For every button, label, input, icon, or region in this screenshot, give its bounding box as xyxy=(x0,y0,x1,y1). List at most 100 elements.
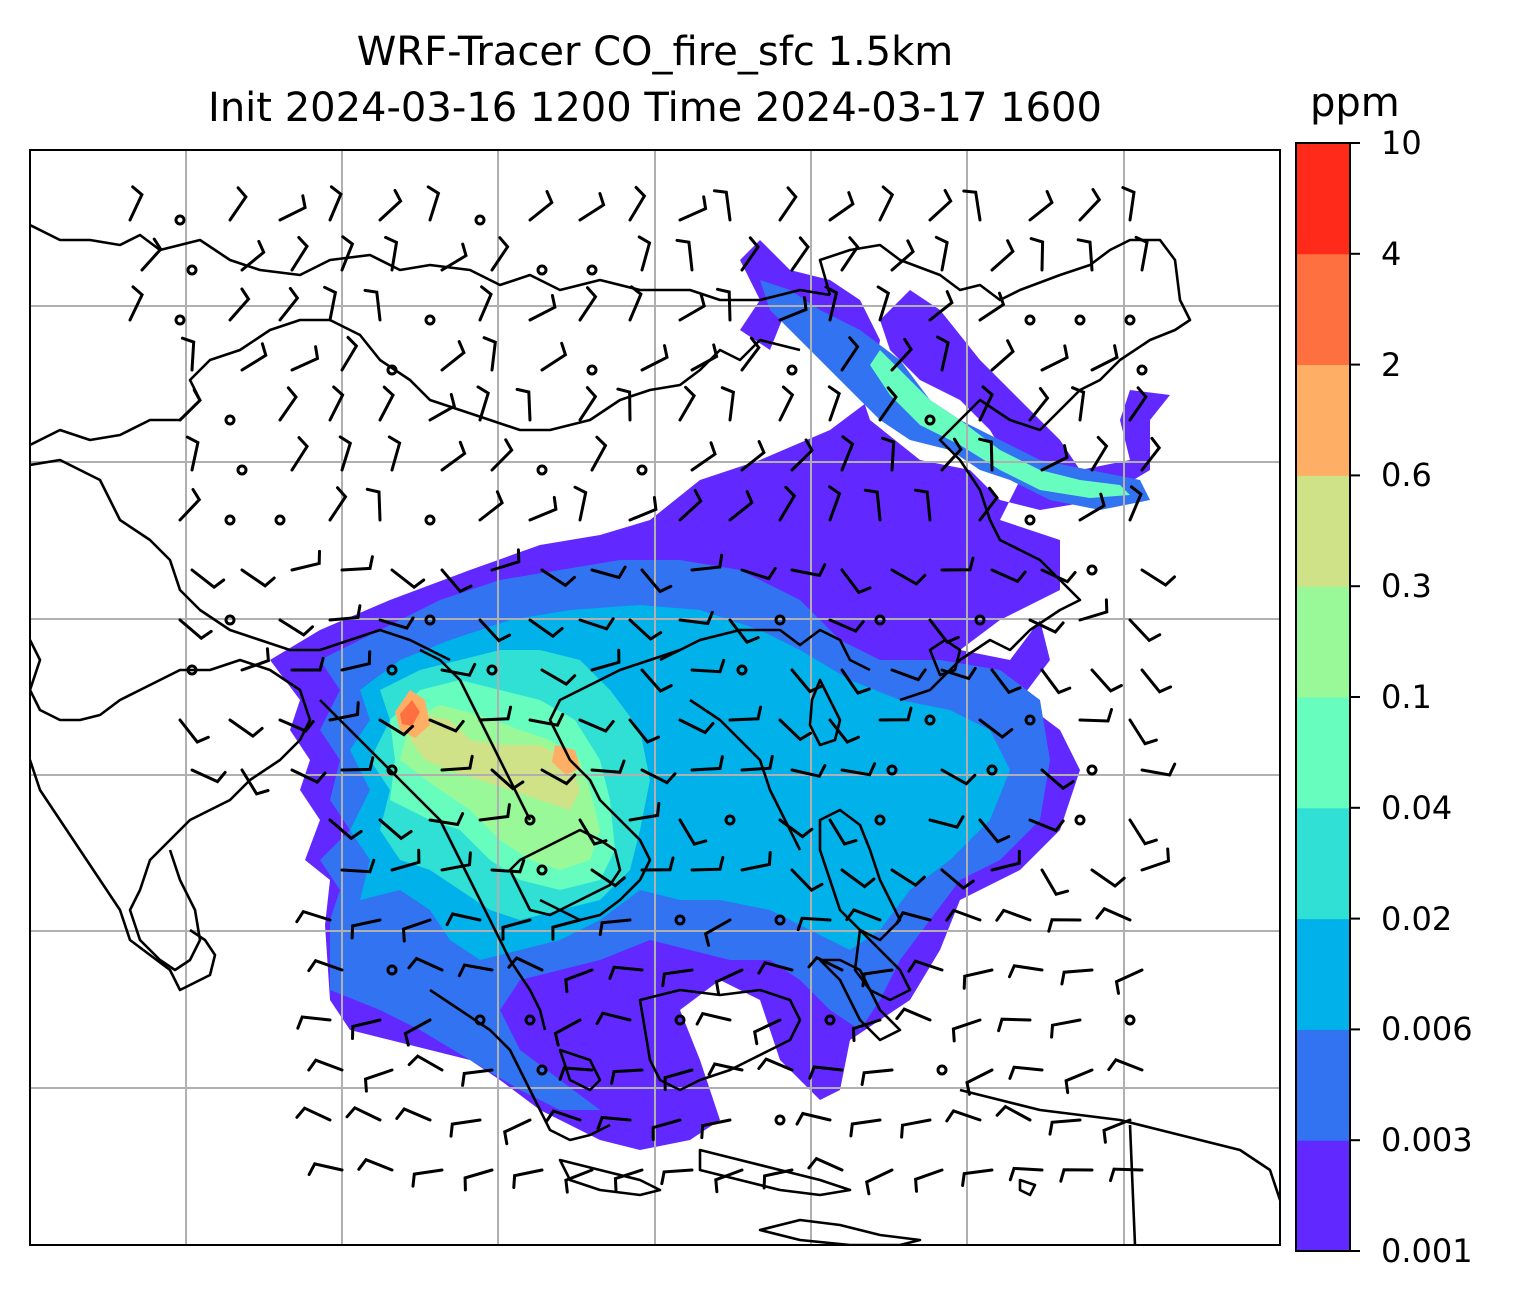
wind-barb xyxy=(990,239,1015,272)
wind-barb xyxy=(445,912,482,927)
wind-barb xyxy=(558,1066,594,1081)
wind-barb xyxy=(490,236,510,272)
wind-barb xyxy=(478,803,511,822)
wind-barb xyxy=(616,387,632,422)
wind-barb xyxy=(997,1017,1032,1033)
wind-barb xyxy=(728,490,754,522)
wind-barb xyxy=(482,336,497,372)
wind-barb xyxy=(1140,436,1162,472)
wind-barb xyxy=(501,918,532,941)
wind-barb xyxy=(395,1107,432,1122)
wind-barb xyxy=(1064,1068,1094,1095)
calm-wind-circle xyxy=(636,464,648,476)
wind-barb xyxy=(340,555,374,572)
calm-wind-circle xyxy=(386,364,398,376)
calm-wind-circle xyxy=(524,1014,536,1026)
wind-barb xyxy=(640,668,673,693)
colorbar-tick-label: 0.001 xyxy=(1381,1232,1473,1270)
wind-barb xyxy=(490,768,525,791)
wind-barb xyxy=(895,1007,932,1022)
wind-barb xyxy=(228,287,251,322)
calm-wind-circle xyxy=(674,1014,686,1026)
wind-barb xyxy=(378,818,413,841)
field-level-8 xyxy=(400,700,420,726)
calm-wind-circle xyxy=(1074,814,1086,826)
colorbar-swatch xyxy=(1296,475,1350,587)
wind-barb xyxy=(678,610,714,626)
wind-barb xyxy=(598,918,632,937)
wind-barb xyxy=(1128,386,1148,422)
wind-barb xyxy=(490,438,514,472)
wind-barb xyxy=(328,701,360,722)
wind-barb xyxy=(528,495,558,522)
calm-wind-circle xyxy=(274,514,286,526)
wind-barb xyxy=(440,754,474,772)
wind-barb xyxy=(578,286,598,322)
wind-barb xyxy=(1090,668,1123,693)
wind-barb xyxy=(128,185,144,222)
colorbar-swatch xyxy=(1296,918,1350,1030)
colorbar-swatch xyxy=(1296,364,1350,476)
wind-barb xyxy=(824,285,839,322)
wind-barb xyxy=(807,1156,844,1172)
wind-barb xyxy=(840,762,877,777)
co-concentration-field xyxy=(270,240,1170,1150)
wind-barb xyxy=(895,911,932,925)
wind-barb xyxy=(178,718,210,744)
colorbar xyxy=(1295,142,1360,1252)
wind-barb xyxy=(860,1068,894,1086)
wind-barb xyxy=(440,568,473,594)
wind-barb xyxy=(295,909,332,924)
wind-barb xyxy=(596,1115,632,1131)
wind-barb xyxy=(378,188,403,222)
wind-barb xyxy=(796,916,832,932)
wind-barb xyxy=(878,185,895,222)
wind-barb xyxy=(564,968,594,994)
calm-wind-circle xyxy=(824,1014,836,1026)
wind-barb xyxy=(945,908,982,922)
wind-barb xyxy=(290,436,309,472)
wind-barb xyxy=(876,285,891,322)
calm-wind-circle xyxy=(586,364,598,376)
wind-barb xyxy=(290,345,320,372)
wind-barb xyxy=(278,194,307,222)
wind-barb xyxy=(678,818,708,846)
calm-wind-circle xyxy=(974,614,986,626)
wind-barb xyxy=(1008,1065,1044,1080)
wind-barb xyxy=(403,1018,432,1047)
wind-barb xyxy=(990,568,1027,584)
calm-wind-circle xyxy=(386,664,398,676)
wind-barb xyxy=(507,956,544,972)
wind-barb xyxy=(678,718,715,735)
colorbar-swatch xyxy=(1296,1140,1350,1252)
wind-barb xyxy=(1140,668,1173,694)
wind-barb xyxy=(1028,818,1065,833)
wind-barb xyxy=(338,435,353,472)
wind-barb xyxy=(940,666,977,681)
wind-barb xyxy=(778,186,798,222)
colorbar-swatch xyxy=(1296,143,1350,255)
calm-wind-circle xyxy=(224,614,236,626)
wind-barb xyxy=(328,185,343,222)
wind-barb xyxy=(753,1018,782,1046)
wind-barb xyxy=(340,756,375,772)
calm-wind-circle xyxy=(424,614,436,626)
wind-barb xyxy=(387,435,402,472)
wind-barb xyxy=(778,385,795,422)
wind-barb xyxy=(1029,237,1045,272)
wind-barb xyxy=(720,386,736,422)
wind-barb xyxy=(1028,387,1050,422)
wind-barb xyxy=(900,1118,932,1139)
wind-barb xyxy=(740,440,766,472)
wind-barb xyxy=(778,818,814,839)
colorbar-tick-label: 0.02 xyxy=(1381,899,1453,938)
wind-barb xyxy=(1090,868,1126,888)
wind-barb xyxy=(913,488,932,522)
wind-barb xyxy=(590,435,608,472)
wind-barb xyxy=(478,618,512,643)
wind-barb xyxy=(1040,668,1072,695)
wind-barb xyxy=(714,968,744,995)
calm-wind-circle xyxy=(924,714,936,726)
wind-barb xyxy=(1109,1167,1144,1183)
wind-barb xyxy=(1076,238,1094,272)
